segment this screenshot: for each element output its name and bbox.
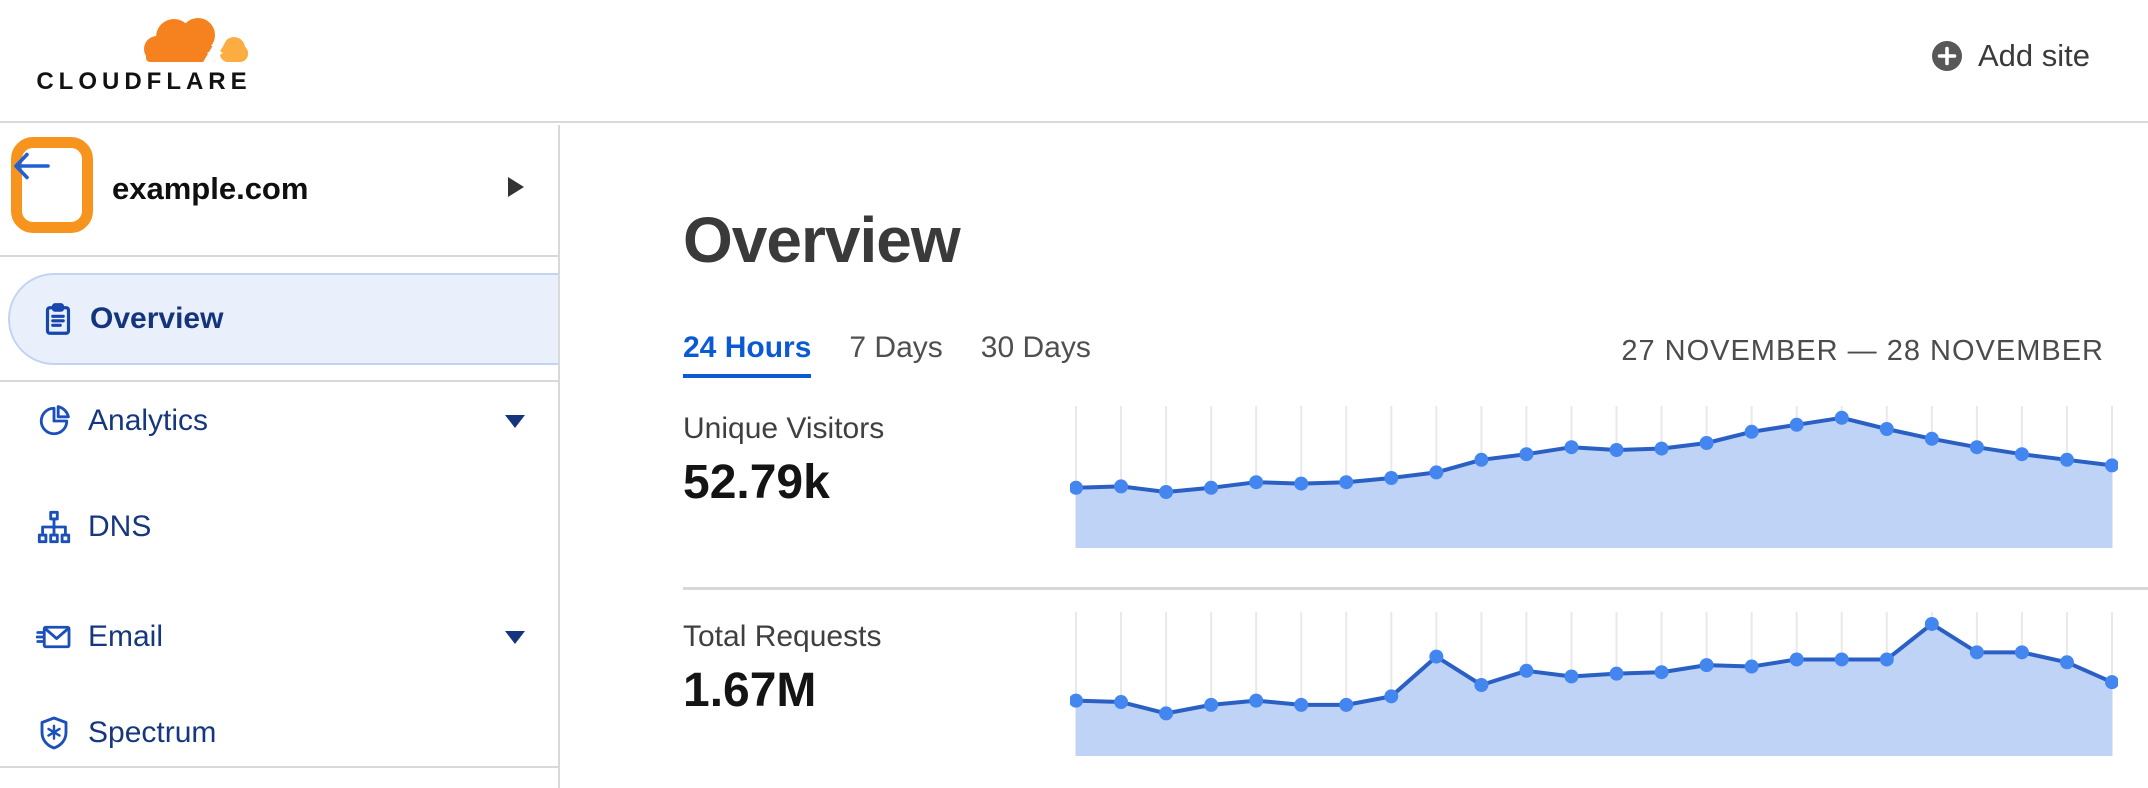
clipboard-icon [40,301,76,337]
divider [0,380,558,382]
sidebar-item-label: Spectrum [88,716,217,749]
unique-visitors-chart[interactable] [1070,404,2118,548]
sidebar: example.com Overview Analyti [0,125,560,788]
metric-value-unique-visitors: 52.79k [683,456,830,509]
add-site-label: Add site [1977,38,2090,73]
sidebar-item-spectrum[interactable]: Spectrum [0,709,558,757]
chevron-down-icon[interactable] [505,414,525,428]
sitemap-icon [36,509,72,545]
chevron-right-icon[interactable] [508,177,524,197]
metric-label-unique-visitors: Unique Visitors [683,412,885,445]
sidebar-item-dns[interactable]: DNS [0,503,558,551]
plus-circle-icon [1931,41,1962,71]
site-switcher-row[interactable]: example.com [0,125,558,255]
date-range-label: 27 NOVEMBER — 28 NOVEMBER [1621,335,2104,367]
tab-30-days[interactable]: 30 Days [980,331,1091,364]
tab-7-days[interactable]: 7 Days [849,331,943,364]
cloudflare-cloud-icon [144,18,248,68]
cloudflare-logo: CLOUDFLARE [24,6,264,118]
divider [0,766,558,768]
divider [0,255,558,257]
page-title: Overview [683,204,961,276]
arrow-left-icon [14,152,50,180]
shield-icon [36,715,72,751]
tab-24-hours[interactable]: 24 Hours [683,331,812,378]
top-header: CLOUDFLARE Add site [0,0,2148,123]
time-range-tabs: 24 Hours 7 Days 30 Days [683,331,1091,378]
sidebar-item-label: Email [88,620,164,653]
sidebar-item-analytics[interactable]: Analytics [0,397,558,445]
sidebar-item-label: DNS [88,510,152,543]
back-button[interactable] [8,143,54,189]
metric-value-total-requests: 1.67M [683,664,817,717]
area-chart-svg [1070,612,2118,756]
site-name: example.com [112,171,309,206]
pie-chart-icon [36,403,72,439]
chevron-down-icon[interactable] [505,630,525,644]
sidebar-item-email[interactable]: Email [0,613,558,661]
main-content: Overview 24 Hours 7 Days 30 Days 27 NOVE… [562,125,2148,788]
back-button-highlight-annotation [11,137,93,233]
brand-wordmark: CLOUDFLARE [36,68,252,95]
sidebar-item-label: Analytics [88,404,209,437]
divider [683,587,2148,590]
area-chart-svg [1070,406,2118,548]
metric-label-total-requests: Total Requests [683,620,882,653]
sidebar-item-label: Overview [90,302,224,335]
envelope-icon [35,619,72,655]
add-site-button[interactable]: Add site [1930,38,2090,74]
total-requests-chart[interactable] [1070,610,2118,756]
sidebar-item-overview[interactable]: Overview [8,273,558,365]
